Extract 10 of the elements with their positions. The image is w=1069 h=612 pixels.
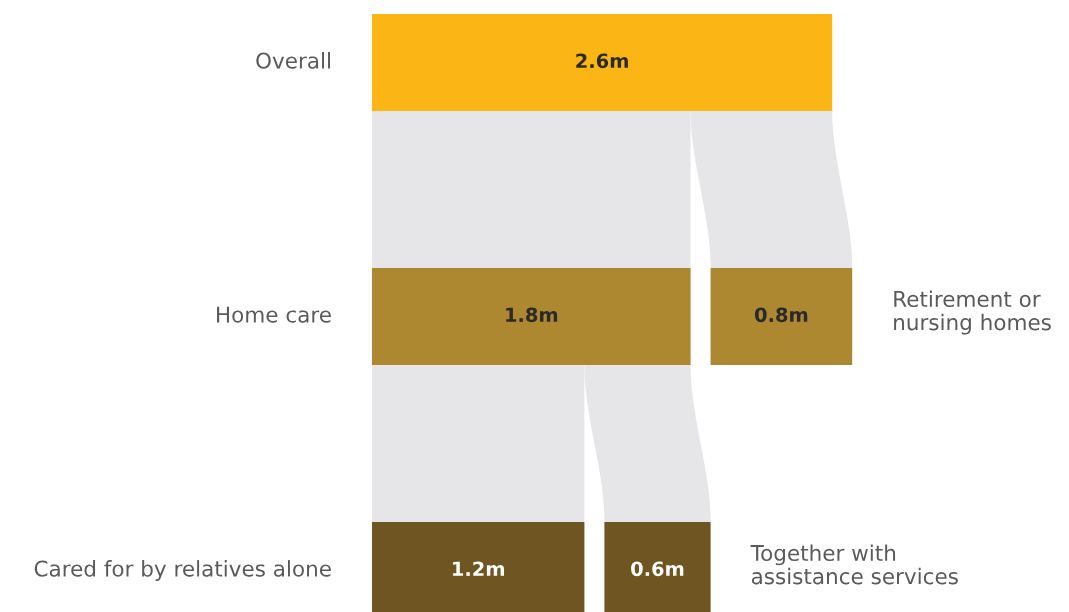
- category-label: Home care: [217, 306, 331, 323]
- category-label: Together with assistance services: [750, 544, 958, 585]
- category-label: Overall: [256, 52, 330, 69]
- category-label: Retirement or nursing homes: [894, 290, 1051, 335]
- data-label: 1.8m: [506, 307, 558, 323]
- data-label: 1.2m: [453, 561, 505, 576]
- data-label: 0.8m: [754, 307, 808, 323]
- category-label: Cared for by relatives alone: [34, 560, 331, 581]
- data-label: 2.6m: [576, 53, 628, 69]
- data-label: 0.6m: [631, 561, 684, 577]
